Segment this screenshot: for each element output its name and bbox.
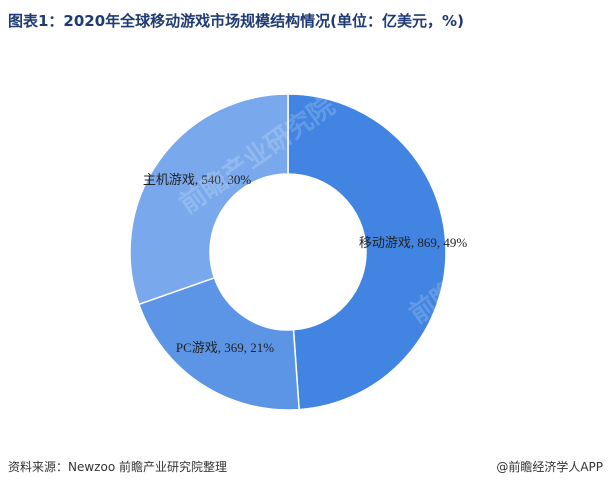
source-note: 资料来源：Newzoo 前瞻产业研究院整理 (8, 460, 227, 474)
slice-label-0: 移动游戏, 869, 49% (359, 235, 468, 250)
slice-label-2: 主机游戏, 540, 30% (143, 172, 252, 187)
slices-group (129, 93, 447, 411)
credit-note: @前瞻经济学人APP (496, 460, 603, 474)
slice-label-1: PC游戏, 369, 21% (176, 340, 274, 355)
slice-1 (137, 276, 300, 411)
footer: 资料来源：Newzoo 前瞻产业研究院整理 @前瞻经济学人APP (8, 458, 603, 475)
chart-title: 图表1：2020年全球移动游戏市场规模结构情况(单位：亿美元，%) (8, 12, 464, 30)
labels-group: 移动游戏, 869, 49% PC游戏, 369, 21% 主机游戏, 540, 3… (143, 172, 468, 355)
slice-0 (287, 93, 447, 411)
slice-2 (129, 93, 289, 306)
